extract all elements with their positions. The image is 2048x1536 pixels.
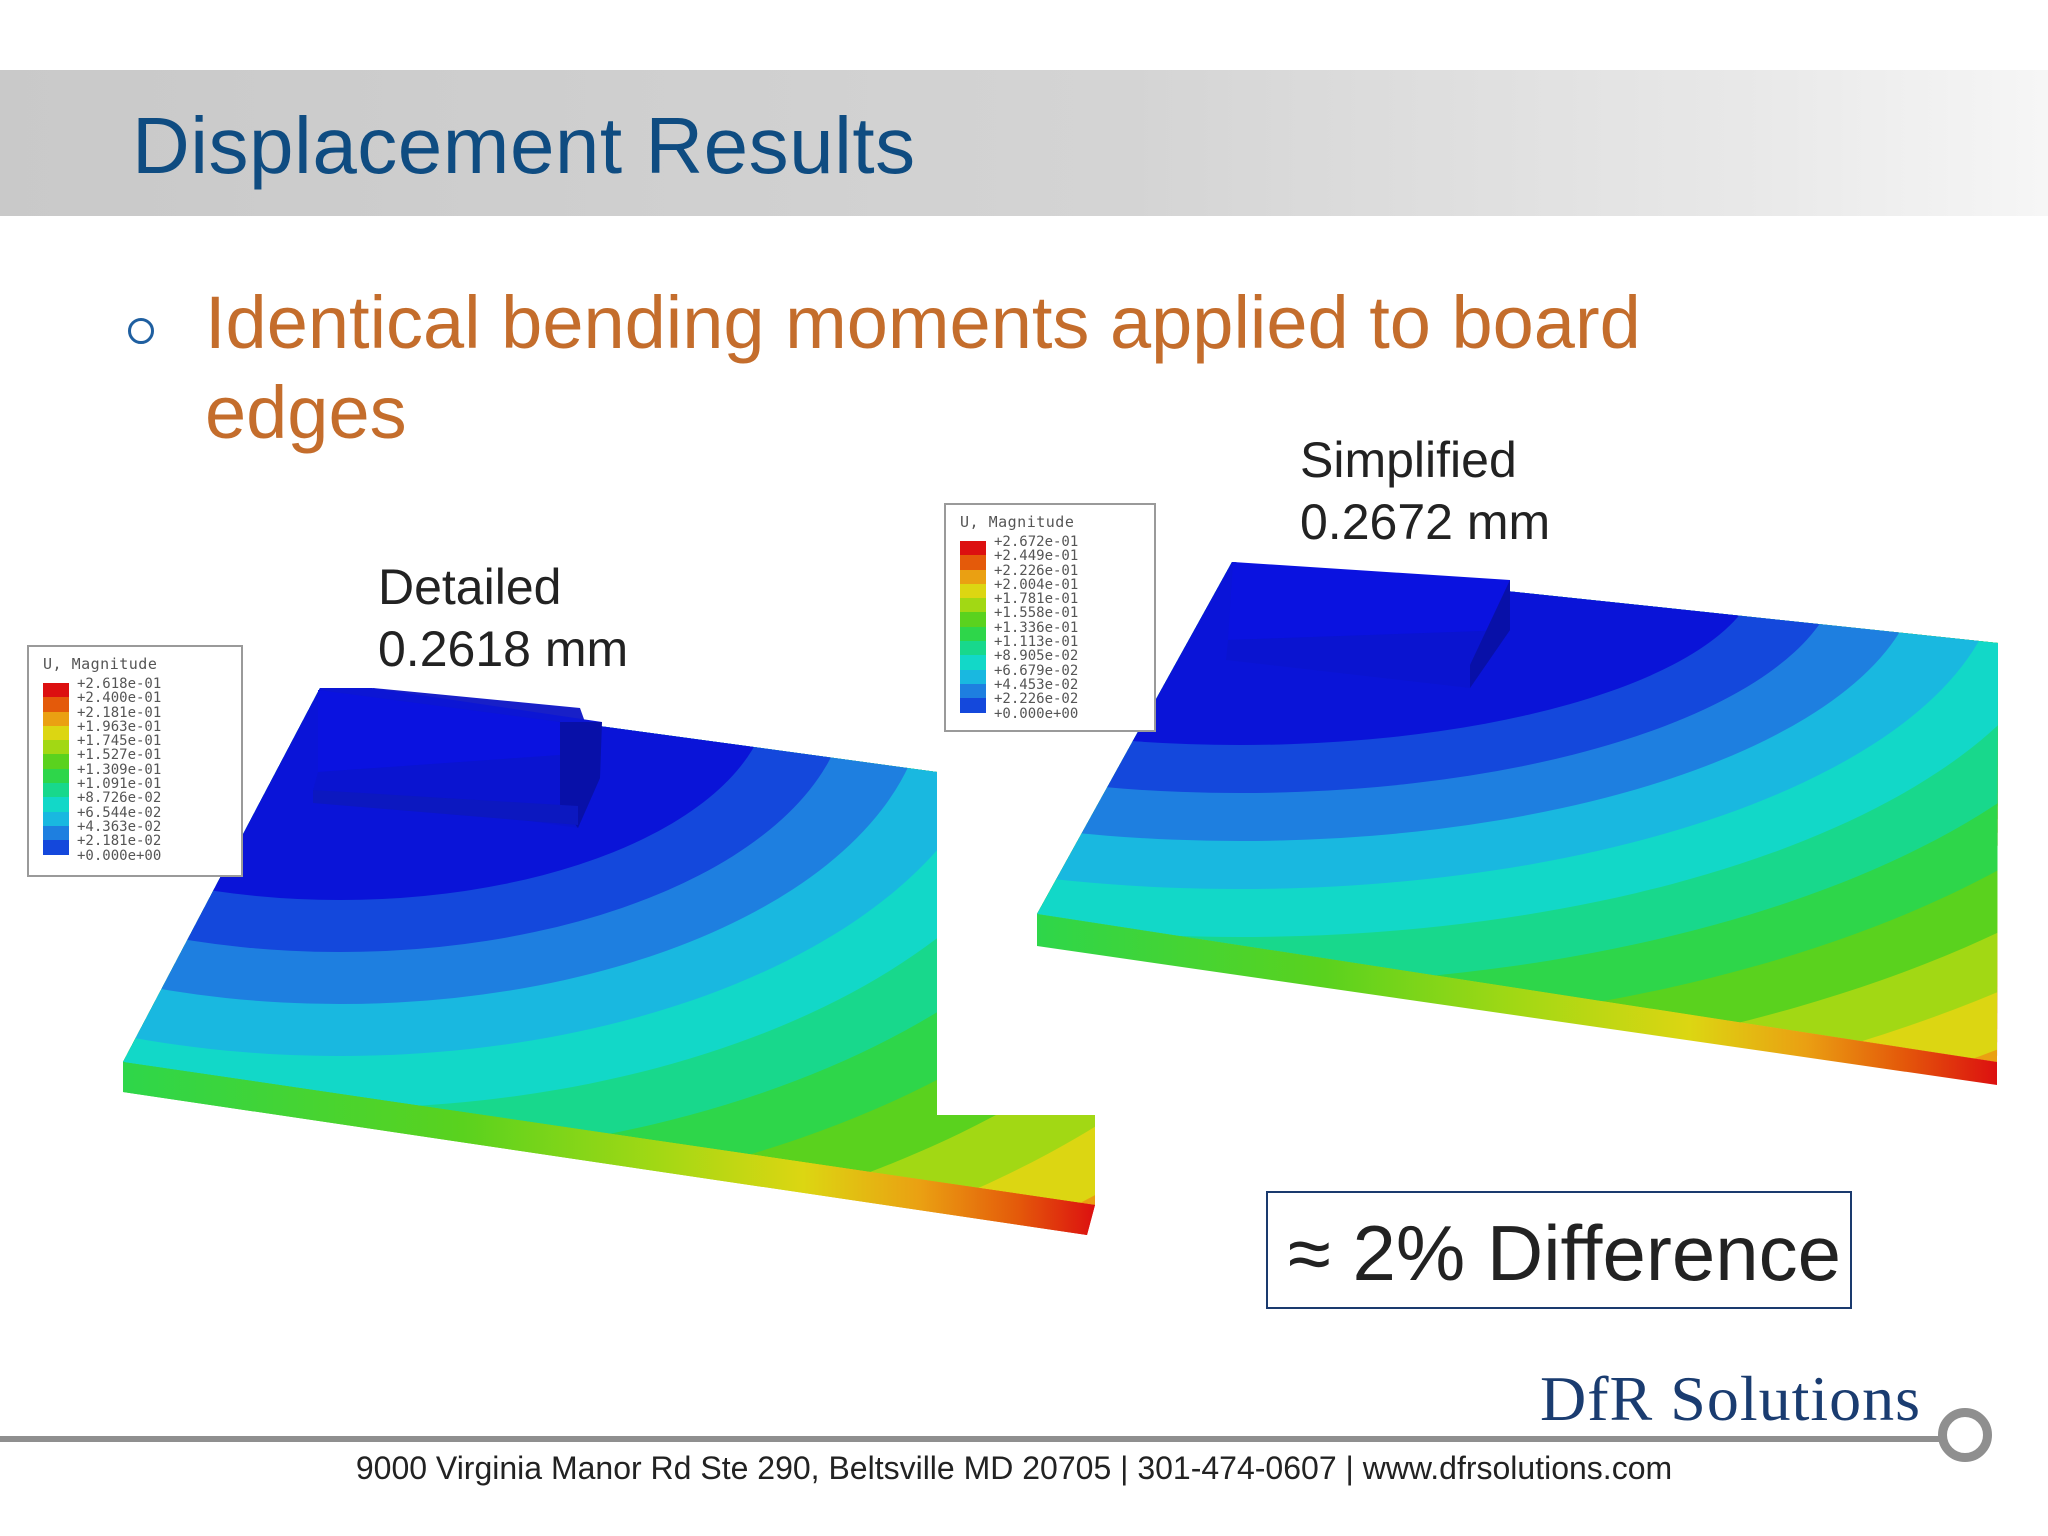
legend-value: +4.363e-02 [77,818,162,835]
legend-value: +1.309e-01 [77,761,162,778]
legend-swatch [960,541,986,556]
slide-title: Displacement Results [132,101,916,190]
legend-swatch [43,797,69,812]
legend-swatch [43,840,69,855]
legend-swatch [43,697,69,712]
legend-swatch [43,711,69,726]
legend-value: +4.453e-02 [994,676,1079,693]
legend-value: +2.618e-01 [77,676,162,692]
simplified-legend-color-bar [960,541,986,721]
legend-value: +0.000e+00 [994,705,1079,722]
legend-value: +2.226e-01 [994,562,1079,579]
detailed-component-block [313,688,602,828]
legend-swatch [43,768,69,784]
legend-swatch [960,569,986,584]
dfr-solutions-logo: DfR Solutions [1540,1363,1922,1434]
legend-value: +2.004e-01 [994,576,1079,593]
legend-value: +8.905e-02 [994,648,1079,665]
simplified-legend-values: +2.672e-01 +2.449e-01 +2.226e-01 +2.004e-01… [994,535,1078,721]
legend-swatch [43,683,69,698]
legend-value: +2.226e-02 [994,691,1079,708]
legend-value: +1.091e-01 [77,776,162,793]
legend-value: +1.336e-01 [994,619,1079,636]
legend-swatch [960,669,986,684]
legend-swatch [960,698,986,713]
difference-callout: ≈ 2% Difference [1266,1191,1852,1309]
detailed-color-legend: U, Magnitude +2.618e-01 +2.400e-01 +2.181e… [27,645,243,877]
simplified-component-block [1226,562,1510,688]
legend-swatch [960,626,986,642]
legend-swatch [960,655,986,670]
legend-value: +2.181e-02 [77,833,162,850]
legend-swatch [43,725,69,741]
legend-swatch [960,641,986,656]
footer-divider [0,1436,1950,1442]
legend-value: +0.000e+00 [77,847,162,864]
detailed-legend-values: +2.618e-01 +2.400e-01 +2.181e-01 +1.963e-01… [77,677,161,863]
legend-value: +2.449e-01 [994,548,1079,565]
legend-swatch [960,555,986,570]
simplified-plate-model [1037,562,1998,1085]
detailed-legend-title: U, Magnitude [43,655,158,673]
simplified-plate-front-edge [1037,914,1997,1085]
legend-swatch [960,683,986,699]
footer-contact: 9000 Virginia Manor Rd Ste 290, Beltsvil… [355,1450,1673,1486]
legend-swatch [43,783,69,798]
legend-value: +1.781e-01 [994,591,1079,608]
simplified-label: Simplified 0.2672 mm [1300,429,1550,553]
legend-swatch [43,754,69,769]
legend-value: +1.963e-01 [77,718,162,735]
bullet-circle-icon [128,318,154,344]
legend-swatch [960,598,986,613]
simplified-label-value: 0.2672 mm [1300,494,1551,550]
detailed-label-value: 0.2618 mm [378,621,629,677]
difference-text: ≈ 2% Difference [1288,1209,1841,1297]
legend-value: +1.113e-01 [994,634,1079,651]
legend-value: +1.527e-01 [77,747,162,764]
detailed-legend-color-bar [43,683,69,863]
detailed-label: Detailed 0.2618 mm [378,556,628,680]
legend-swatch [43,825,69,841]
legend-value: +2.181e-01 [77,704,162,721]
legend-swatch [960,583,986,599]
legend-swatch [43,811,69,826]
footer-ring-icon [1938,1408,1992,1462]
legend-value: +1.745e-01 [77,733,162,750]
simplified-color-legend: U, Magnitude +2.672e-01 +2.449e-01 +2.226e… [944,503,1156,732]
bullet-text: Identical bending moments applied to boa… [205,281,1641,454]
title-band [0,70,2048,216]
legend-value: +6.679e-02 [994,662,1079,679]
legend-swatch [960,612,986,627]
legend-value: +6.544e-02 [77,804,162,821]
legend-value: +2.672e-01 [994,534,1079,550]
legend-value: +2.400e-01 [77,690,162,707]
legend-value: +8.726e-02 [77,790,162,807]
legend-value: +1.558e-01 [994,605,1079,622]
legend-swatch [43,740,69,755]
detailed-label-name: Detailed [378,559,562,615]
simplified-legend-title: U, Magnitude [960,513,1075,531]
simplified-label-name: Simplified [1300,432,1517,488]
